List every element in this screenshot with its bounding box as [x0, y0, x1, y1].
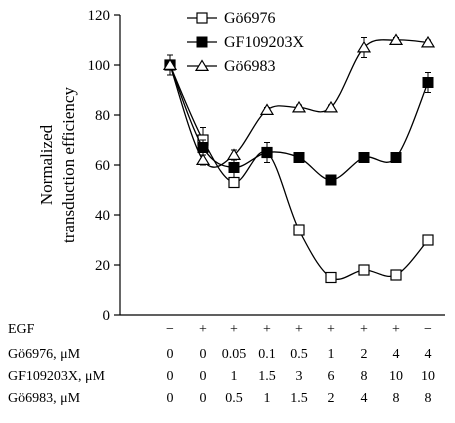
legend-marker	[196, 36, 208, 48]
table-cell: 8	[360, 369, 368, 384]
table-cell: 10	[389, 369, 403, 384]
table-cell: 0	[166, 391, 174, 406]
data-point	[293, 224, 305, 236]
table-cell: −	[166, 322, 174, 337]
table-cell: 1	[327, 347, 335, 362]
table-cell: 0.5	[290, 347, 308, 362]
y-tick-label: 80	[95, 108, 110, 124]
table-cell: +	[263, 322, 271, 337]
table-cell: 10	[421, 369, 435, 384]
table-cell: 1	[230, 369, 238, 384]
data-point	[293, 152, 305, 163]
table-cell: 0	[166, 369, 174, 384]
axes: 0 20 40 60 80 100 120	[88, 8, 445, 324]
data-point	[422, 77, 434, 88]
data-point	[162, 58, 178, 71]
table-cell: 4	[360, 391, 368, 406]
table-cell: 2	[327, 391, 335, 406]
data-point	[291, 100, 307, 113]
table-row-label: EGF	[8, 322, 35, 337]
legend-label: Gö6983	[224, 58, 276, 75]
series-layer	[162, 33, 436, 284]
data-point	[195, 153, 211, 165]
data-point	[420, 35, 436, 48]
table-cell: 0.05	[221, 347, 247, 362]
table-cell: 1.5	[258, 369, 276, 384]
series-line	[169, 64, 429, 280]
data-point	[325, 174, 337, 186]
data-point	[358, 264, 370, 276]
data-point	[261, 147, 273, 158]
y-tick-label: 120	[88, 8, 111, 24]
legend-label: Gö6976	[224, 10, 276, 27]
table-cell: −	[424, 322, 432, 337]
table-cell: +	[295, 322, 303, 337]
table-cell: 4	[392, 347, 400, 362]
legend: Gö6976 GF109203X Gö6983	[187, 10, 304, 75]
data-point	[325, 271, 337, 284]
y-tick-label: 40	[95, 208, 110, 224]
table-cell: 0.5	[225, 391, 243, 406]
table-cell: 8	[392, 391, 400, 406]
y-tick-label: 60	[95, 158, 110, 174]
series-3	[162, 33, 436, 168]
legend-label: GF109203X	[224, 34, 304, 51]
table-cell: 2	[360, 347, 368, 362]
y-axis-title-line-1: Normalized	[37, 124, 56, 205]
data-point	[228, 176, 240, 189]
table-cell: 0	[166, 347, 174, 362]
table-cell: +	[199, 322, 207, 337]
table-cell: +	[360, 322, 368, 337]
data-point	[228, 162, 240, 173]
data-point	[197, 142, 209, 153]
y-axis-title-line-2: transduction efficiency	[59, 87, 78, 243]
table-cell: 6	[327, 369, 335, 384]
table-cell: +	[392, 322, 400, 337]
data-point	[356, 40, 372, 53]
table-cell: 0.1	[258, 347, 276, 362]
legend-marker	[194, 59, 210, 72]
table-cell: +	[230, 322, 238, 337]
table-cell: 1.5	[290, 391, 308, 406]
series-1	[164, 59, 434, 284]
data-point	[388, 33, 404, 46]
y-tick-label: 0	[103, 308, 111, 324]
table-row-label: Gö6983, μM	[8, 391, 81, 406]
y-tick-label: 100	[88, 58, 111, 74]
data-point	[259, 103, 275, 116]
data-point	[422, 234, 434, 246]
table-cell: 1	[263, 391, 271, 406]
table-row-label: GF109203X, μM	[8, 369, 105, 384]
table-cell: 0	[199, 347, 207, 362]
table-cell: +	[327, 322, 335, 337]
data-point	[390, 152, 402, 163]
legend-marker	[196, 12, 208, 24]
table-cell: 0	[199, 369, 207, 384]
data-point	[358, 152, 370, 163]
table-row-label: Gö6976, μM	[8, 347, 81, 362]
table-cell: 8	[424, 391, 432, 406]
data-point	[323, 100, 339, 113]
data-point	[390, 269, 402, 281]
y-tick-label: 20	[95, 258, 110, 274]
table-cell: 4	[424, 347, 432, 362]
table-cell: 0	[199, 391, 207, 406]
table-cell: 3	[295, 369, 303, 384]
data-point	[226, 148, 242, 160]
condition-table: EGF − + + + + + + + − Gö6976, μM 0 0 0.05 0.1 0.5 1 2 4 4 GF…	[8, 322, 455, 422]
